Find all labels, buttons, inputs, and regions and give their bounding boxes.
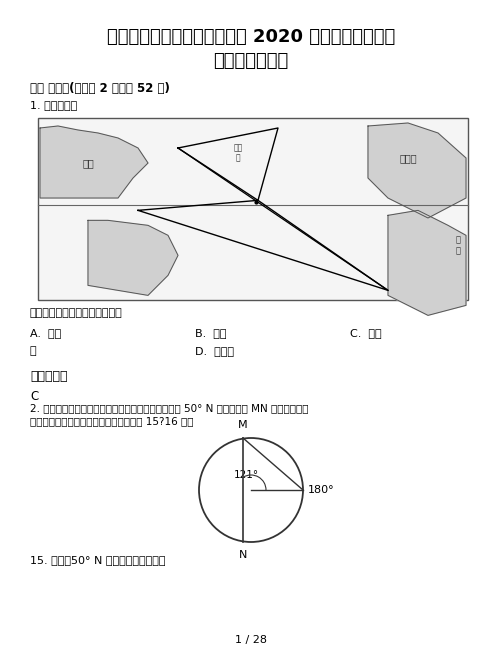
Text: C: C — [30, 390, 38, 403]
Text: C.  夏威: C. 夏威 — [349, 328, 381, 338]
Text: B.  瑞鲁: B. 瑞鲁 — [194, 328, 226, 338]
Text: M: M — [237, 420, 247, 430]
Polygon shape — [40, 126, 148, 198]
Text: 论上全球恰好平分为两个日期，读图回答 15?16 题。: 论上全球恰好平分为两个日期，读图回答 15?16 题。 — [30, 416, 193, 426]
Text: 亚洲: 亚洲 — [82, 158, 94, 168]
Text: A.  关岛: A. 关岛 — [30, 328, 61, 338]
Text: 四川省成都市外国语实验学校 2020 年高三地理下学期: 四川省成都市外国语实验学校 2020 年高三地理下学期 — [107, 28, 394, 46]
Polygon shape — [387, 210, 465, 315]
Text: 图中属于美国海外州的岛屿是：: 图中属于美国海外州的岛屿是： — [30, 308, 123, 318]
Text: 1 / 28: 1 / 28 — [234, 635, 267, 645]
Polygon shape — [367, 123, 465, 218]
Text: N: N — [238, 550, 246, 560]
Text: 南
美: 南 美 — [454, 236, 459, 255]
FancyBboxPatch shape — [38, 118, 467, 300]
Text: 北美洲: 北美洲 — [398, 153, 416, 163]
Text: 1. 读简图回答: 1. 读简图回答 — [30, 100, 77, 110]
Text: 121°: 121° — [233, 470, 258, 480]
Text: 2. 下图为某日地球光照图，大图表示以极点为中心的 50° N 纬线圈，弧 MN 为晨昏线，理: 2. 下图为某日地球光照图，大图表示以极点为中心的 50° N 纬线圈，弧 MN… — [30, 403, 308, 413]
Polygon shape — [88, 221, 178, 295]
Text: 夏威
夷: 夏威 夷 — [233, 143, 242, 163]
Text: 夷: 夷 — [30, 346, 37, 356]
Text: 参考答案：: 参考答案： — [30, 370, 67, 383]
Text: 一、 选择题(每小题 2 分，共 52 分): 一、 选择题(每小题 2 分，共 52 分) — [30, 82, 169, 95]
Text: D.  图瓦卢: D. 图瓦卢 — [194, 346, 233, 356]
Text: 15. 此日，50° N 某地日出的地方时是: 15. 此日，50° N 某地日出的地方时是 — [30, 555, 165, 565]
Text: 期末试卷含解析: 期末试卷含解析 — [213, 52, 288, 70]
Text: 180°: 180° — [308, 485, 334, 495]
